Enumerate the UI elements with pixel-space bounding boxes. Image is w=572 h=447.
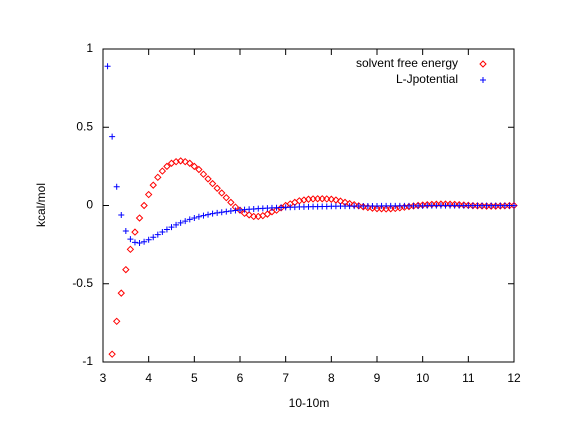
point <box>112 317 121 326</box>
point <box>511 202 517 209</box>
point <box>190 162 199 171</box>
point <box>200 212 207 219</box>
point <box>205 211 212 218</box>
point <box>204 175 212 183</box>
x-tick-label: 6 <box>237 371 244 385</box>
point <box>186 159 194 167</box>
point <box>159 228 166 235</box>
point <box>168 224 175 231</box>
y-tick-label: -1 <box>82 354 93 368</box>
point <box>332 196 340 204</box>
point <box>117 289 125 297</box>
point <box>144 190 153 199</box>
point <box>141 238 148 245</box>
x-tick-label: 9 <box>374 371 381 385</box>
point <box>213 184 221 192</box>
point <box>145 236 152 243</box>
point <box>318 195 326 203</box>
point <box>327 195 336 203</box>
point <box>109 133 116 140</box>
point <box>131 239 138 246</box>
point <box>195 165 203 174</box>
point <box>131 228 139 236</box>
point <box>478 202 486 210</box>
point <box>104 63 111 70</box>
point <box>181 157 189 166</box>
point <box>158 167 167 175</box>
point <box>245 211 253 219</box>
point <box>163 226 170 233</box>
point <box>122 228 129 235</box>
point <box>209 210 216 217</box>
point <box>122 265 130 274</box>
x-axis-label: 10-10m <box>289 396 330 410</box>
point <box>177 219 184 226</box>
x-tick-label: 10 <box>416 371 430 385</box>
point <box>277 204 285 212</box>
point <box>126 245 135 254</box>
point <box>218 209 225 216</box>
y-tick-label: 1 <box>86 41 93 55</box>
point <box>222 193 231 202</box>
point <box>140 201 148 210</box>
point <box>135 214 144 222</box>
point <box>191 215 198 222</box>
point <box>118 212 125 219</box>
point <box>154 231 161 238</box>
point <box>186 216 193 223</box>
legend-label: L-Jpotential <box>396 72 458 86</box>
point <box>173 221 180 228</box>
x-tick-label: 3 <box>100 371 107 385</box>
y-tick-label: 0.5 <box>76 119 93 133</box>
point <box>127 236 134 243</box>
point <box>176 157 185 165</box>
point <box>136 240 143 247</box>
point <box>218 189 226 197</box>
legend-label: solvent free energy <box>356 56 458 70</box>
point <box>149 181 157 189</box>
x-tick-label: 7 <box>282 371 289 385</box>
point <box>377 205 386 213</box>
point <box>368 204 377 212</box>
point <box>195 213 202 220</box>
x-tick-label: 4 <box>145 371 152 385</box>
y-axis-label: kcal/mol <box>34 183 48 227</box>
point <box>323 195 331 203</box>
y-tick-label: 0 <box>86 198 93 212</box>
legend-marker <box>479 60 487 68</box>
point <box>227 198 235 207</box>
point <box>223 208 230 215</box>
point <box>214 209 221 216</box>
x-tick-label: 5 <box>191 371 198 385</box>
point <box>199 170 208 178</box>
y-tick-label: -0.5 <box>72 276 93 290</box>
point <box>113 183 120 190</box>
x-tick-label: 8 <box>328 371 335 385</box>
point <box>240 209 249 218</box>
x-tick-label: 11 <box>462 371 475 385</box>
point <box>263 210 272 218</box>
point <box>272 206 281 214</box>
point <box>364 203 372 212</box>
point <box>373 204 381 213</box>
point <box>182 218 189 225</box>
point <box>154 173 162 182</box>
point <box>208 179 217 188</box>
point <box>473 202 482 210</box>
legend-marker <box>480 77 486 83</box>
point <box>150 234 157 241</box>
x-tick-label: 12 <box>507 371 521 385</box>
point <box>108 350 116 358</box>
point <box>163 162 171 171</box>
